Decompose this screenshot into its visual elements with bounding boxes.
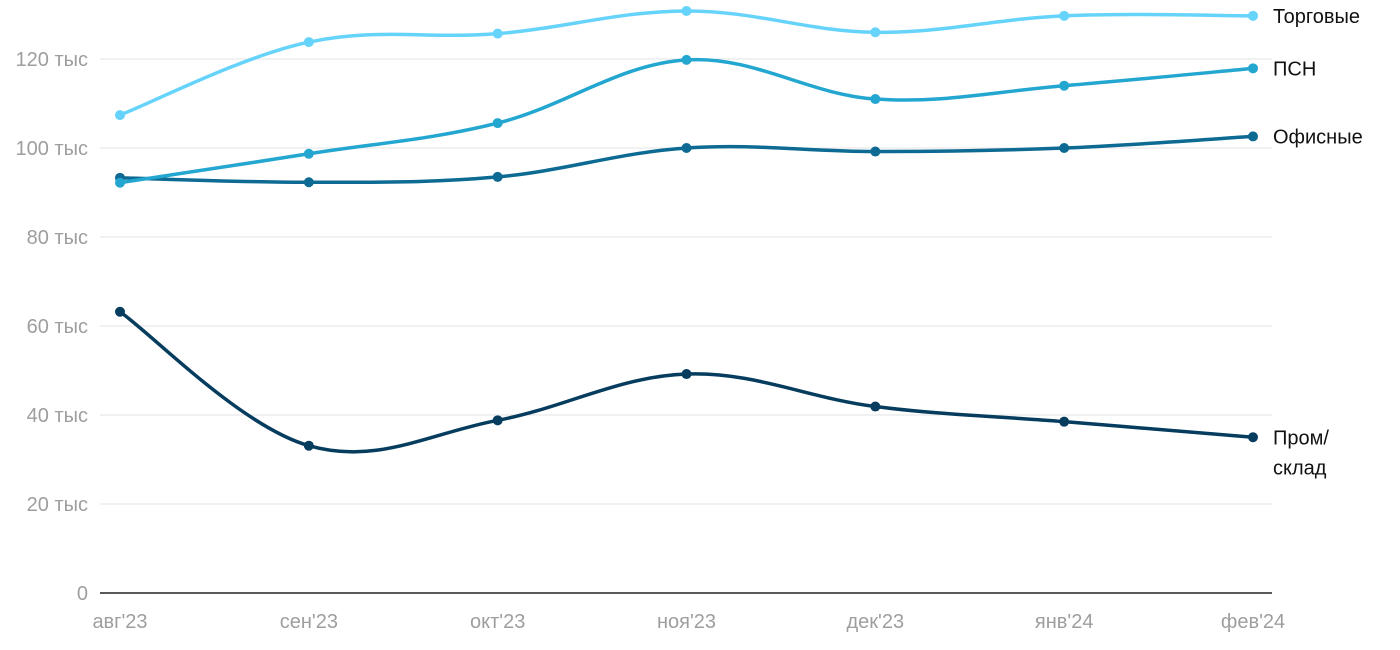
series-label-офисные: Офисные — [1273, 126, 1363, 148]
data-point — [1059, 143, 1070, 153]
data-point — [681, 5, 692, 16]
x-tick-label: дек'23 — [847, 611, 905, 633]
y-tick-label: 60 тыс — [27, 316, 88, 338]
data-point — [303, 37, 314, 48]
x-tick-label: ноя'23 — [657, 611, 716, 633]
data-point — [1248, 432, 1258, 443]
data-point — [870, 146, 881, 157]
data-point — [115, 177, 125, 188]
x-tick-label: авг'23 — [92, 611, 147, 633]
data-point — [1059, 10, 1070, 21]
series-label-line: Торговые — [1273, 6, 1360, 28]
series-lines — [118, 9, 1255, 454]
series-label-line: склад — [1273, 457, 1327, 479]
y-tick-label: 40 тыс — [27, 405, 88, 427]
y-axis-ticks: 0 20 тыс 40 тыс 60 тыс 80 тыс 100 тыс 120 тыс — [16, 49, 88, 605]
data-point — [492, 415, 503, 426]
y-tick-label: 80 тыс — [27, 227, 88, 249]
data-point — [303, 440, 314, 451]
data-point — [681, 369, 692, 380]
series-label-line: ПСН — [1273, 58, 1316, 80]
data-point — [681, 143, 692, 153]
series-points — [115, 5, 1258, 451]
x-tick-label: янв'24 — [1035, 611, 1094, 633]
data-point — [115, 110, 125, 121]
x-tick-label: сен'23 — [280, 611, 338, 633]
data-point — [115, 306, 125, 317]
data-point — [1248, 10, 1258, 21]
data-point — [492, 28, 503, 39]
data-point — [303, 177, 314, 188]
y-tick-label: 0 — [77, 583, 88, 605]
data-point — [1248, 63, 1258, 74]
x-axis-ticks: авг'23 сен'23 окт'23 ноя'23 дек'23 янв'24 фев'… — [92, 611, 1285, 633]
y-tick-label: 120 тыс — [16, 49, 88, 71]
series-line-псн — [118, 57, 1255, 185]
data-point — [1059, 416, 1070, 427]
data-point — [870, 94, 881, 105]
data-point — [870, 401, 881, 412]
series-labels: Торговые ПСН Офисные Пром/склад — [1273, 6, 1363, 479]
series-label-пром-склад: Пром/склад — [1273, 427, 1329, 479]
series-line-пром-склад — [118, 310, 1255, 454]
data-point — [492, 118, 503, 129]
data-point — [1059, 80, 1070, 91]
x-tick-label: окт'23 — [470, 611, 525, 633]
data-point — [870, 27, 881, 38]
series-label-line: Пром/ — [1273, 427, 1329, 449]
series-label-line: Офисные — [1273, 126, 1363, 148]
x-tick-label: фев'24 — [1221, 611, 1285, 633]
data-point — [681, 54, 692, 65]
y-tick-label: 20 тыс — [27, 494, 88, 516]
series-label-торговые: Торговые — [1273, 6, 1360, 28]
series-label-псн: ПСН — [1273, 58, 1316, 80]
grid-lines — [100, 58, 1272, 505]
y-tick-label: 100 тыс — [16, 138, 88, 160]
data-point — [303, 148, 314, 159]
data-point — [492, 171, 503, 182]
data-point — [1248, 131, 1258, 142]
